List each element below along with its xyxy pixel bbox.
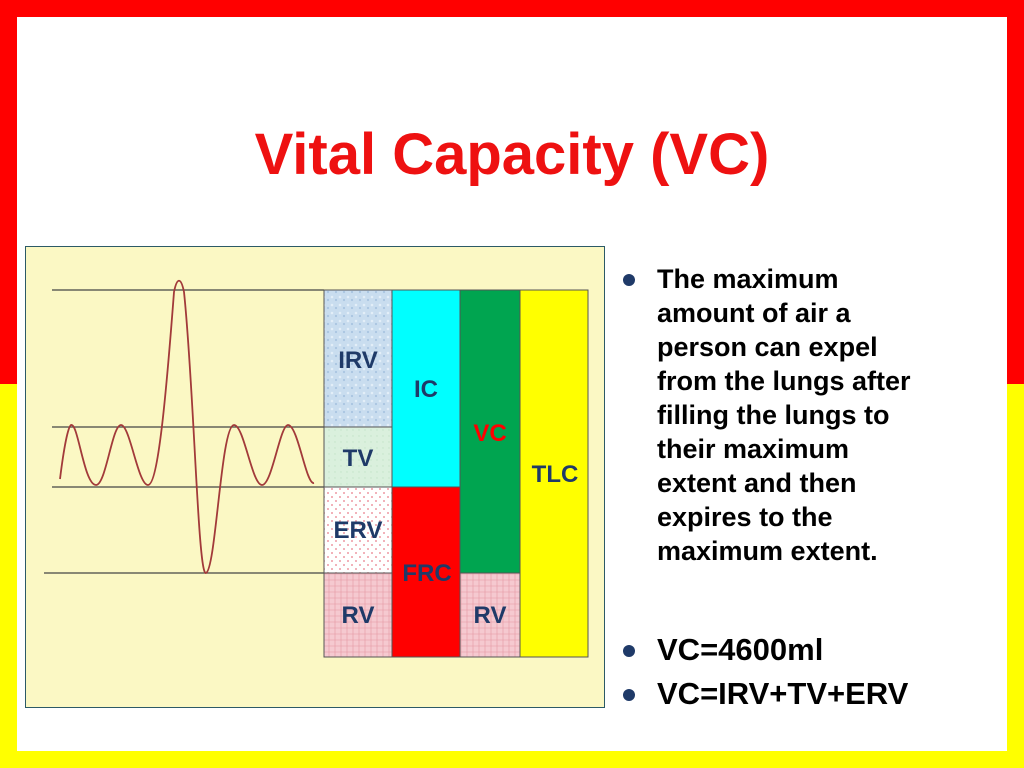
rv-right-box	[459, 572, 521, 658]
bullet-line: maximum extent.	[657, 536, 878, 566]
spirogram-trace	[59, 279, 315, 574]
lung-volumes-diagram: IRV TV ERV RV IC FRC VC RV TLC	[25, 246, 605, 708]
bullet-vc-value: VC=4600ml	[620, 630, 1000, 670]
bullet-definition: The maximum amount of air a person can e…	[620, 262, 1000, 568]
tlc-box	[519, 289, 589, 658]
irv-label: IRV	[338, 347, 378, 374]
bullet-vc-formula: VC=IRV+TV+ERV	[620, 674, 1000, 714]
bullet-dot-icon	[623, 274, 635, 286]
irv-box	[323, 289, 393, 428]
lung-volumes-svg: IRV TV ERV RV IC FRC VC RV TLC	[44, 279, 589, 658]
bullet-list: The maximum amount of air a person can e…	[620, 262, 1000, 714]
erv-label: ERV	[334, 517, 383, 544]
bullet-line: from the lungs after	[657, 366, 911, 396]
bullet-line: their maximum	[657, 434, 850, 464]
vc-box	[459, 289, 521, 574]
bullet-line: person can expel	[657, 332, 878, 362]
frc-box	[391, 486, 461, 658]
bullet-dot-icon	[623, 645, 635, 657]
bullet-line: expires to the	[657, 502, 833, 532]
slide-title: Vital Capacity (VC)	[254, 122, 770, 187]
bullet-line: filling the lungs to	[657, 400, 890, 430]
rv-right-label: RV	[474, 602, 507, 629]
tv-box	[323, 426, 393, 488]
vc-label: VC	[473, 420, 506, 447]
rv-left-label: RV	[342, 602, 375, 629]
bullet-line: extent and then	[657, 468, 857, 498]
tv-label: TV	[343, 445, 374, 472]
bullet-text: VC=4600ml	[657, 632, 824, 667]
bullet-text: VC=IRV+TV+ERV	[657, 676, 909, 711]
ic-label: IC	[414, 376, 438, 403]
tlc-label: TLC	[532, 461, 579, 488]
bullet-line: amount of air a	[657, 298, 851, 328]
frc-label: FRC	[402, 560, 451, 587]
bullet-line: The maximum	[657, 264, 839, 294]
bullet-dot-icon	[623, 689, 635, 701]
